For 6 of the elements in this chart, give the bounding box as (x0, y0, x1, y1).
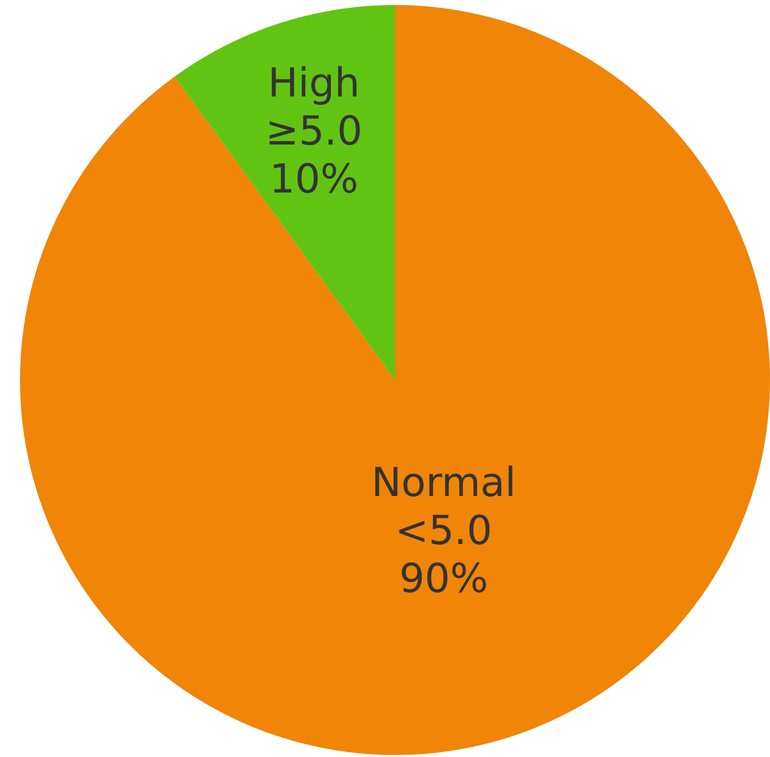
data-label: 90% (399, 556, 488, 602)
pie-slice (20, 5, 770, 754)
slice-label: High ≥5.0 (265, 60, 362, 154)
data-label: 10% (269, 156, 358, 202)
slice-label: Normal <5.0 (371, 460, 516, 554)
pie-slice (174, 5, 395, 380)
